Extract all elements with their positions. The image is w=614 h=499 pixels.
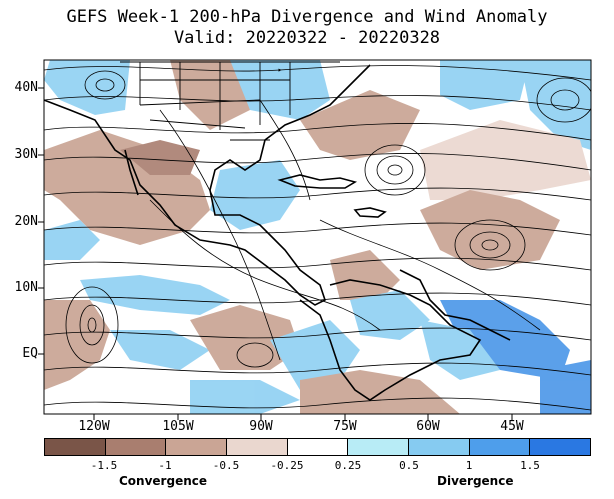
colorbar-swatch xyxy=(409,439,470,455)
lon-label-60w: 60W xyxy=(416,419,440,434)
colorbar-swatch xyxy=(227,439,288,455)
colorbar-swatch xyxy=(530,439,591,455)
map-title: GEFS Week-1 200-hPa Divergence and Wind … xyxy=(66,7,548,27)
lon-label-105w: 105W xyxy=(162,419,194,434)
coastlines xyxy=(44,64,511,401)
colorbar-swatch xyxy=(105,439,167,455)
colorbar-swatch xyxy=(469,439,531,455)
lat-label-30n: 30N xyxy=(14,147,38,162)
map-frame xyxy=(43,59,592,415)
lon-label-120w: 120W xyxy=(78,419,110,434)
colorbar-tick: 1.5 xyxy=(520,459,540,472)
colorbar-tick: -1 xyxy=(158,459,172,472)
colorbar-tick: -0.25 xyxy=(270,459,304,472)
colorbar-swatch xyxy=(348,439,410,455)
lat-label-10n: 10N xyxy=(14,280,38,295)
political-borders xyxy=(120,61,340,141)
colorbar-swatch xyxy=(45,439,106,455)
lat-label-eq: EQ xyxy=(22,346,38,361)
map-valid-dates: Valid: 20220322 - 20220328 xyxy=(173,28,441,48)
colorbar-swatch xyxy=(287,439,349,455)
colorbar-tick: 0.5 xyxy=(399,459,419,472)
colorbar-tick: 0.25 xyxy=(334,459,362,472)
convergence-label: Convergence xyxy=(119,474,207,488)
lat-label-40n: 40N xyxy=(14,80,38,95)
lon-label-45w: 45W xyxy=(500,419,524,434)
colorbar-tick: 1 xyxy=(465,459,473,472)
colorbar-tick: -1.5 xyxy=(90,459,118,472)
colorbar-swatch xyxy=(166,439,228,455)
divergence-label: Divergence xyxy=(437,474,514,488)
divergence-shading xyxy=(44,60,591,414)
wind-streamlines xyxy=(44,65,591,411)
lon-label-75w: 75W xyxy=(333,419,357,434)
colorbar-tick: -0.5 xyxy=(212,459,240,472)
colorbar xyxy=(44,438,591,456)
lon-label-90w: 90W xyxy=(249,419,273,434)
axis-ticks xyxy=(38,87,513,420)
lat-label-20n: 20N xyxy=(14,214,38,229)
